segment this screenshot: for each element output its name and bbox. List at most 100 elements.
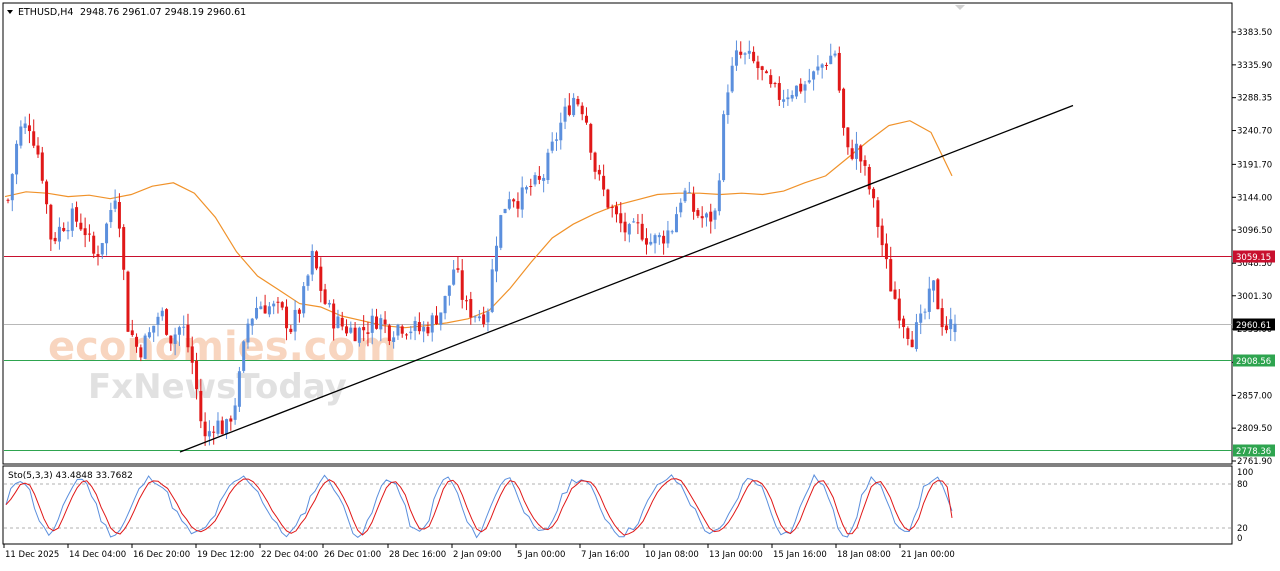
candle-body: [623, 221, 627, 233]
candle-body: [726, 92, 730, 116]
candle-body: [259, 306, 263, 310]
scroll-marker-icon[interactable]: [955, 5, 965, 10]
candle-body: [417, 322, 421, 332]
watermark-brand-bottom: FxNewsToday: [88, 367, 347, 407]
main-chart-frame: [2, 2, 1233, 465]
candle-body: [439, 312, 443, 325]
candle-body: [216, 420, 220, 434]
candle-body: [614, 206, 618, 215]
candle-body: [859, 145, 863, 162]
candle-body: [902, 318, 906, 328]
candle-body: [19, 126, 23, 146]
candle-body: [644, 238, 648, 245]
current-price-tag: [1233, 318, 1275, 331]
candle-body: [799, 83, 803, 92]
candle-body: [315, 251, 319, 269]
time-tick-label: 11 Dec 2025: [5, 550, 59, 560]
candle-body: [782, 99, 786, 102]
candle-body: [57, 226, 61, 242]
time-axis[interactable]: 11 Dec 2025 14 Dec 04:00 16 Dec 20:00 19 De…: [3, 544, 955, 560]
stochastic-layer: [4, 473, 1232, 539]
candle-body: [700, 216, 704, 219]
candle-body: [906, 328, 910, 339]
candle-body: [563, 106, 567, 122]
candle-body: [392, 337, 396, 343]
candle-body: [302, 286, 306, 314]
candle-body: [717, 180, 721, 212]
candle-body: [880, 225, 884, 246]
moving-average-layer: [4, 120, 953, 329]
candle-body: [722, 114, 726, 181]
candle-body: [10, 174, 14, 201]
candle-body: [139, 347, 143, 358]
candle-body: [379, 318, 383, 330]
candle-body: [597, 169, 601, 175]
candle-body: [15, 143, 19, 175]
candle-body: [743, 53, 747, 55]
candle-body: [910, 339, 914, 348]
candle-body: [280, 302, 284, 308]
candle-body: [293, 309, 297, 332]
time-tick-label: 18 Jan 08:00: [837, 550, 891, 560]
candle-body: [422, 326, 426, 332]
candle-body: [370, 315, 374, 333]
candle-body: [430, 315, 434, 333]
candle-body: [396, 324, 400, 336]
candle-body: [850, 148, 854, 159]
candle-body: [177, 327, 181, 335]
candle-body: [507, 199, 511, 209]
candle-body: [610, 206, 614, 208]
candle-body: [482, 314, 486, 325]
candle-body: [92, 235, 96, 254]
candle-body: [807, 80, 811, 83]
candle-body: [306, 275, 310, 286]
candle-body: [83, 228, 87, 236]
candle-body: [897, 298, 901, 321]
moving-average-line: [4, 120, 953, 329]
candle-body: [147, 332, 151, 338]
candle-body: [400, 326, 404, 334]
price-level-labels: 3059.15 2960.61 2908.56 2778.36: [1233, 250, 1275, 457]
current-price-label: 2960.61: [1236, 321, 1271, 331]
price-tick-label: 3001.30: [1237, 292, 1272, 302]
candle-body: [747, 50, 751, 54]
trendline-layer[interactable]: [179, 104, 1074, 453]
candle-body: [285, 306, 289, 329]
candle-body: [237, 371, 241, 407]
candle-body: [884, 243, 888, 260]
candle-body: [713, 210, 717, 220]
candle-body: [349, 327, 353, 333]
resistance-price-label: 3059.15: [1236, 253, 1271, 263]
candle-body: [632, 221, 636, 223]
candle-body: [203, 421, 207, 437]
ascending-trendline[interactable]: [179, 104, 1074, 453]
candle-body: [267, 306, 271, 315]
candle-body: [589, 124, 593, 153]
price-tick-label: 3096.50: [1237, 226, 1272, 236]
price-tick-label: 2857.00: [1237, 391, 1272, 401]
candle-body: [357, 327, 361, 343]
collapse-triangle-icon[interactable]: [7, 10, 13, 14]
candle-body: [816, 66, 820, 71]
candle-body: [460, 270, 464, 300]
time-tick-label: 13 Jan 00:00: [709, 550, 763, 560]
price-axis[interactable]: 3383.50 3335.90 3288.35 3240.70 3191.70 3144.…: [1232, 28, 1272, 467]
candle-body: [734, 50, 738, 66]
candle-body: [709, 211, 713, 222]
candle-body: [32, 131, 36, 146]
candle-body: [199, 390, 203, 422]
candle-body: [666, 230, 670, 244]
candle-body: [340, 317, 344, 327]
candle-body: [452, 269, 456, 285]
ohlc-readout: 2948.76 2961.07 2948.19 2960.61: [80, 7, 246, 18]
candles-layer: [6, 40, 957, 446]
candle-body: [70, 208, 74, 231]
candle-body: [109, 210, 113, 223]
candle-body: [207, 431, 211, 437]
candle-body: [662, 235, 666, 244]
candle-body: [477, 316, 481, 319]
candle-body: [593, 152, 597, 172]
price-levels-layer: [4, 256, 1232, 451]
candle-body: [546, 152, 550, 180]
